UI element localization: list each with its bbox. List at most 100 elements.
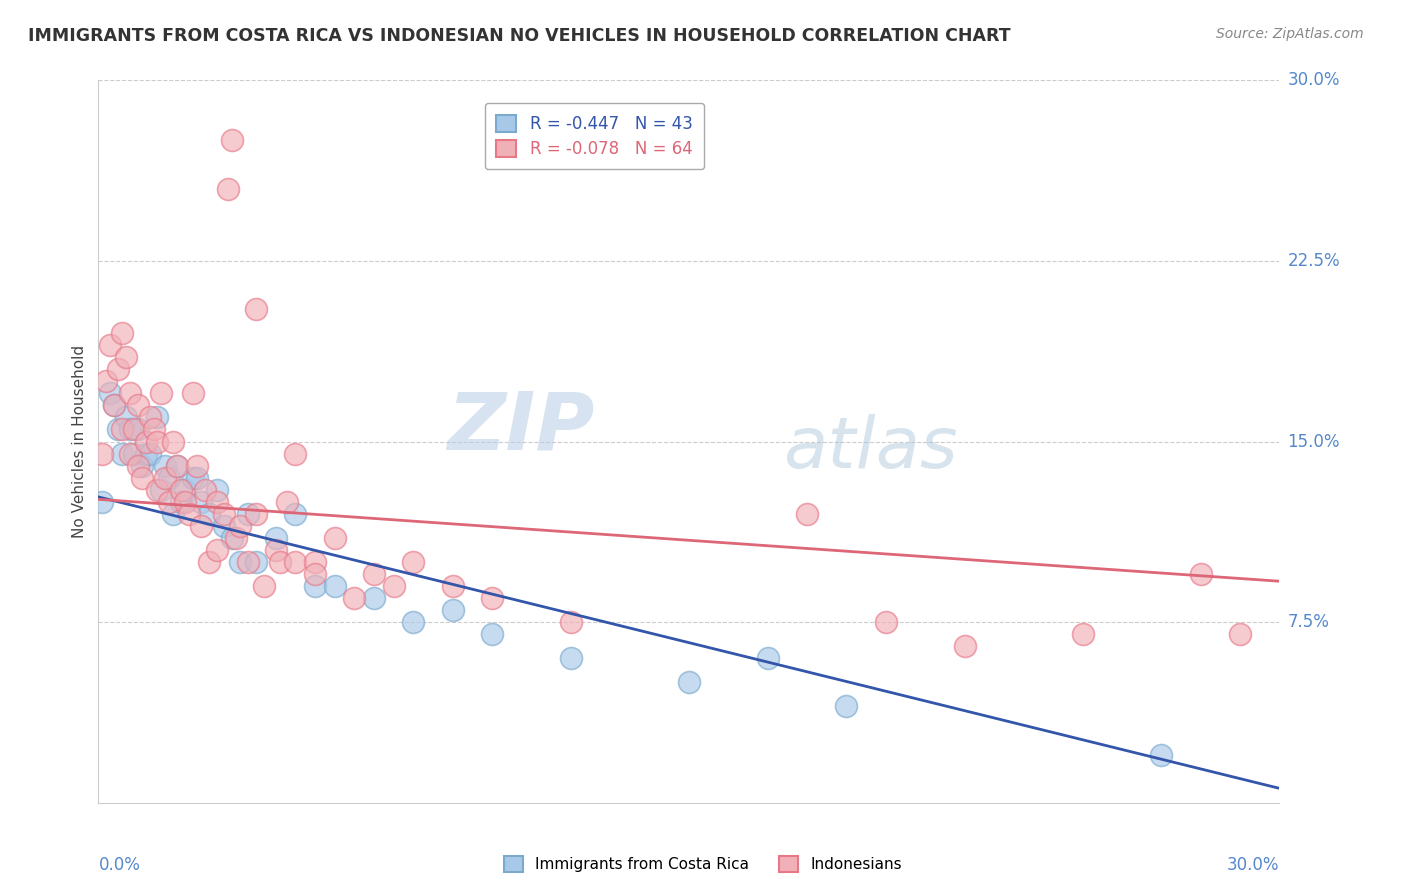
Point <box>304 579 326 593</box>
Point <box>402 615 425 630</box>
Point <box>796 507 818 521</box>
Point <box>323 531 346 545</box>
Point <box>269 555 291 569</box>
Point <box>162 434 184 449</box>
Point <box>127 398 149 412</box>
Point <box>229 555 252 569</box>
Point <box>236 555 259 569</box>
Point <box>115 410 138 425</box>
Point <box>186 458 208 473</box>
Point <box>323 579 346 593</box>
Text: 30.0%: 30.0% <box>1227 855 1279 874</box>
Point <box>111 326 134 340</box>
Point <box>221 531 243 545</box>
Point <box>304 555 326 569</box>
Point <box>91 494 114 508</box>
Text: Source: ZipAtlas.com: Source: ZipAtlas.com <box>1216 27 1364 41</box>
Point <box>162 507 184 521</box>
Point <box>186 470 208 484</box>
Point <box>142 422 165 436</box>
Point <box>236 507 259 521</box>
Point <box>214 518 236 533</box>
Point <box>221 133 243 147</box>
Point <box>245 301 267 317</box>
Point <box>111 422 134 436</box>
Point <box>953 639 976 653</box>
Point <box>118 386 141 401</box>
Point <box>174 483 197 497</box>
Point <box>363 591 385 605</box>
Point <box>1229 627 1251 641</box>
Point <box>214 507 236 521</box>
Point <box>382 579 405 593</box>
Point <box>264 542 287 557</box>
Point <box>441 603 464 617</box>
Point <box>875 615 897 630</box>
Point <box>155 470 177 484</box>
Point <box>157 470 180 484</box>
Point <box>205 542 228 557</box>
Point <box>146 410 169 425</box>
Point <box>118 422 141 436</box>
Point <box>276 494 298 508</box>
Point <box>115 350 138 364</box>
Legend: R = -0.447   N = 43, R = -0.078   N = 64: R = -0.447 N = 43, R = -0.078 N = 64 <box>485 103 704 169</box>
Point <box>127 422 149 436</box>
Point <box>225 531 247 545</box>
Point <box>197 555 219 569</box>
Point <box>170 483 193 497</box>
Point <box>138 446 160 460</box>
Point <box>284 507 307 521</box>
Point <box>363 567 385 582</box>
Point <box>1150 747 1173 762</box>
Point <box>157 494 180 508</box>
Point <box>1071 627 1094 641</box>
Text: 22.5%: 22.5% <box>1288 252 1340 270</box>
Point <box>560 615 582 630</box>
Point <box>135 446 157 460</box>
Text: 30.0%: 30.0% <box>1288 71 1340 89</box>
Point <box>118 446 141 460</box>
Point <box>122 422 145 436</box>
Point <box>481 591 503 605</box>
Point <box>135 434 157 449</box>
Point <box>229 518 252 533</box>
Point <box>304 567 326 582</box>
Point <box>122 446 145 460</box>
Text: ZIP: ZIP <box>447 388 595 467</box>
Point <box>245 507 267 521</box>
Point <box>150 386 173 401</box>
Point <box>98 338 121 352</box>
Point <box>835 699 858 714</box>
Point <box>107 422 129 436</box>
Point <box>245 555 267 569</box>
Point <box>756 651 779 665</box>
Point <box>177 507 200 521</box>
Point <box>98 386 121 401</box>
Point <box>402 555 425 569</box>
Point <box>131 470 153 484</box>
Point <box>284 446 307 460</box>
Point <box>678 675 700 690</box>
Point <box>1189 567 1212 582</box>
Point <box>205 483 228 497</box>
Point <box>103 398 125 412</box>
Point <box>264 531 287 545</box>
Text: 15.0%: 15.0% <box>1288 433 1340 450</box>
Point <box>217 181 239 195</box>
Point <box>197 507 219 521</box>
Point <box>481 627 503 641</box>
Point <box>253 579 276 593</box>
Legend: Immigrants from Costa Rica, Indonesians: Immigrants from Costa Rica, Indonesians <box>496 848 910 880</box>
Y-axis label: No Vehicles in Household: No Vehicles in Household <box>72 345 87 538</box>
Text: atlas: atlas <box>783 414 957 483</box>
Text: IMMIGRANTS FROM COSTA RICA VS INDONESIAN NO VEHICLES IN HOUSEHOLD CORRELATION CH: IMMIGRANTS FROM COSTA RICA VS INDONESIAN… <box>28 27 1011 45</box>
Point <box>127 458 149 473</box>
Point <box>138 410 160 425</box>
Point <box>91 446 114 460</box>
Point <box>131 458 153 473</box>
Point <box>146 483 169 497</box>
Point <box>560 651 582 665</box>
Point <box>181 470 204 484</box>
Point <box>170 494 193 508</box>
